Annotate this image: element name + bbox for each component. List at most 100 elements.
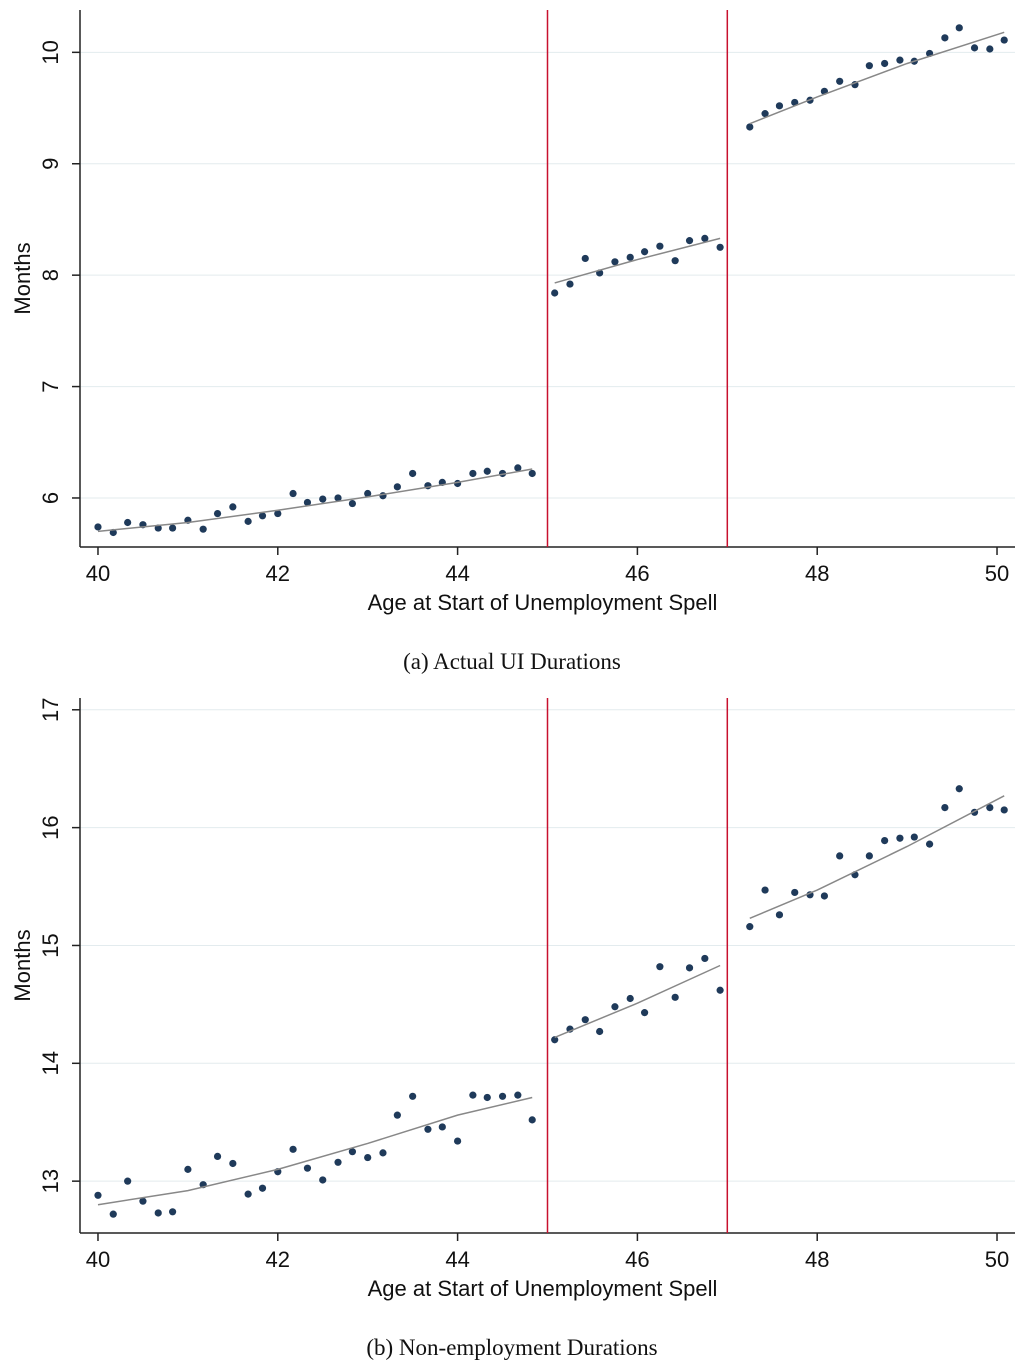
- data-point: [1000, 806, 1008, 814]
- data-point: [229, 503, 237, 511]
- data-point: [289, 1145, 297, 1153]
- data-point: [925, 840, 934, 848]
- x-tick-label: 44: [445, 561, 469, 586]
- y-tick-label: 16: [38, 815, 63, 839]
- data-point: [836, 852, 844, 860]
- data-point: [685, 964, 694, 972]
- data-point: [941, 803, 949, 812]
- data-point: [581, 1016, 589, 1024]
- data-point: [865, 62, 873, 70]
- caption: (b) Non-employment Durations: [366, 1335, 657, 1360]
- data-point: [409, 1092, 417, 1100]
- data-point: [348, 1148, 357, 1156]
- data-point: [364, 489, 372, 498]
- data-point: [334, 494, 342, 502]
- data-point: [154, 1209, 162, 1217]
- data-point: [229, 1159, 237, 1168]
- data-point: [896, 56, 904, 64]
- data-point: [836, 77, 844, 85]
- data-point: [596, 1027, 604, 1036]
- data-point: [528, 469, 536, 478]
- x-tick-label: 50: [985, 561, 1009, 586]
- data-point: [319, 1176, 327, 1184]
- data-point: [409, 469, 417, 478]
- x-tick-label: 40: [86, 1247, 110, 1272]
- fit-line: [554, 964, 721, 1039]
- data-point: [379, 1149, 387, 1157]
- data-point: [791, 888, 799, 897]
- data-point: [820, 892, 829, 900]
- data-point: [379, 492, 387, 500]
- data-point: [611, 258, 619, 266]
- data-point: [910, 833, 918, 841]
- data-point: [761, 886, 769, 894]
- y-tick-label: 10: [38, 40, 63, 64]
- data-point: [955, 785, 963, 793]
- data-point: [514, 464, 522, 472]
- data-point: [640, 248, 649, 256]
- data-point: [881, 59, 889, 68]
- data-point: [94, 1191, 102, 1199]
- data-point: [244, 1190, 252, 1198]
- data-point: [716, 986, 724, 994]
- data-point: [1000, 36, 1008, 44]
- data-point: [701, 954, 709, 963]
- x-tick-label: 48: [805, 1247, 829, 1272]
- data-point: [701, 234, 709, 242]
- x-tick-label: 40: [86, 561, 110, 586]
- data-point: [716, 243, 724, 251]
- x-tick-label: 46: [625, 1247, 649, 1272]
- data-point: [514, 1091, 522, 1099]
- data-point: [244, 517, 252, 525]
- panel: 13 14 15 16 17 40 42 44 46 48 50 Age at Start of Un…: [10, 698, 1015, 1360]
- data-point: [986, 803, 994, 812]
- data-point: [611, 1003, 619, 1011]
- data-point: [213, 509, 222, 518]
- data-point: [258, 512, 267, 520]
- data-point: [528, 1116, 536, 1124]
- data-point: [685, 237, 694, 245]
- data-point: [289, 489, 297, 498]
- data-point: [109, 1210, 117, 1218]
- data-point: [626, 994, 634, 1003]
- data-point: [896, 834, 904, 842]
- data-point: [258, 1184, 267, 1192]
- data-point: [671, 257, 679, 265]
- y-tick-label: 7: [38, 380, 63, 392]
- data-point: [941, 34, 949, 42]
- data-point: [334, 1158, 342, 1166]
- data-point: [169, 524, 177, 532]
- data-point: [94, 523, 102, 531]
- fit-line: [97, 468, 533, 533]
- y-tick-label: 13: [38, 1169, 63, 1193]
- fit-line: [554, 237, 721, 284]
- x-tick-label: 50: [985, 1247, 1009, 1272]
- y-axis-label: Months: [10, 242, 35, 314]
- fit-line: [749, 31, 1005, 125]
- data-point: [775, 911, 784, 919]
- data-point: [498, 1092, 507, 1100]
- panel: 6 7 8 9 10 40 42 44 46 48 50 Age at Start of Unempl…: [10, 10, 1015, 674]
- x-tick-label: 42: [266, 561, 290, 586]
- data-point: [319, 495, 327, 503]
- data-point: [364, 1153, 372, 1162]
- data-point: [438, 1123, 446, 1131]
- data-point: [124, 1177, 132, 1185]
- y-tick-label: 9: [38, 158, 63, 170]
- x-axis-label: Age at Start of Unemployment Spell: [368, 590, 718, 615]
- data-point: [139, 1197, 147, 1205]
- data-point: [483, 1093, 491, 1102]
- y-tick-label: 6: [38, 492, 63, 504]
- x-axis-label: Age at Start of Unemployment Spell: [368, 1276, 718, 1301]
- data-point: [640, 1009, 649, 1017]
- fit-line: [749, 795, 1005, 920]
- data-point: [746, 123, 754, 131]
- data-point: [775, 102, 784, 110]
- x-tick-label: 46: [625, 561, 649, 586]
- data-point: [469, 469, 477, 478]
- data-point: [746, 923, 754, 931]
- data-point: [348, 499, 357, 508]
- x-tick-label: 42: [266, 1247, 290, 1272]
- data-point: [274, 509, 282, 518]
